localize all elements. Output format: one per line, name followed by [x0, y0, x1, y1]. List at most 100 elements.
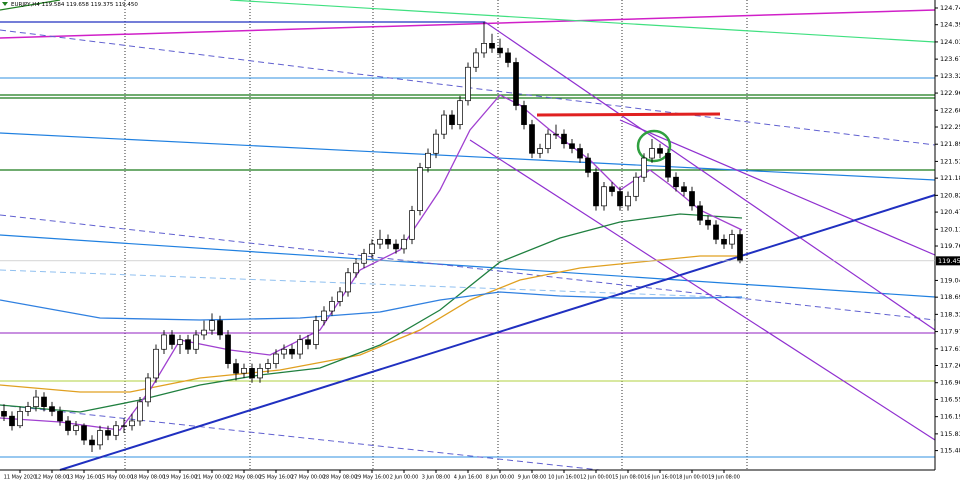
trend-line	[0, 214, 936, 321]
candle-body	[129, 420, 135, 427]
x-tick-label: 28 May 08:00	[323, 475, 357, 481]
x-tick-label: 25 May 16:00	[259, 475, 293, 481]
candle-body	[97, 430, 103, 446]
candle-body	[153, 348, 159, 379]
x-tick-label: 4 Jun 16:00	[454, 475, 483, 481]
candle-body	[393, 243, 399, 250]
y-tick-label: 119.040	[940, 276, 960, 284]
candle-body	[545, 133, 551, 149]
candle-body	[585, 157, 591, 173]
y-tick-label: 116.900	[940, 379, 960, 387]
x-tick-label: 22 May 08:00	[227, 475, 261, 481]
overlays	[0, 0, 936, 471]
x-tick-label: 15 Jun 08:00	[612, 475, 644, 481]
candle-body	[457, 100, 463, 125]
candle-body	[409, 210, 415, 240]
candle-body	[441, 114, 447, 135]
candle-body	[329, 301, 335, 312]
y-tick-label: 120.110	[940, 225, 960, 233]
y-tick-label: 120.820	[940, 191, 960, 199]
moving-average	[0, 291, 743, 321]
y-tick-label: 122.250	[940, 123, 960, 131]
highlight-circle	[636, 129, 672, 163]
x-tick-label: 3 Jun 08:00	[422, 475, 451, 481]
candle-body	[9, 415, 15, 427]
candle-body	[401, 238, 407, 250]
candle-body	[465, 66, 471, 102]
candle-body	[57, 411, 63, 422]
candle-body	[281, 348, 287, 355]
candle-body	[697, 205, 703, 221]
candle-body	[249, 368, 255, 379]
candle-body	[417, 167, 423, 211]
y-tick-label: 117.610	[940, 345, 960, 353]
candle-body	[225, 334, 231, 364]
candle-body	[233, 363, 239, 374]
candle-body	[25, 406, 31, 412]
candle-body	[641, 157, 647, 178]
candle-body	[681, 186, 687, 192]
candle-body	[385, 238, 391, 245]
trend-line	[0, 0, 61, 11]
trend-line	[0, 9, 936, 39]
x-tick-label: 12 May 08:00	[35, 475, 69, 481]
candle-body	[337, 291, 343, 302]
trend-line	[0, 234, 936, 298]
candle-body	[105, 430, 111, 436]
candle-body	[145, 377, 151, 403]
candle-body	[609, 186, 615, 192]
trend-line	[0, 132, 936, 181]
candle-body	[433, 133, 439, 154]
candle-body	[369, 243, 375, 255]
candle-body	[41, 396, 47, 407]
candle-body	[89, 439, 95, 446]
candle-body	[201, 329, 207, 336]
candle-body	[345, 272, 351, 293]
last-price-box	[936, 256, 960, 266]
moving-average	[0, 255, 742, 393]
y-tick-label: 123.670	[940, 55, 960, 63]
candle-body	[305, 339, 311, 345]
x-tick-label: 16 Jun 16:00	[644, 475, 676, 481]
candle-body	[601, 186, 607, 207]
y-tick-label: 117.260	[940, 362, 960, 370]
candle-body	[657, 148, 663, 154]
icon	[2, 2, 8, 6]
candle-body	[553, 133, 559, 136]
y-tick-label: 118.690	[940, 293, 960, 301]
x-tick-label: 2 Jun 00:00	[390, 475, 419, 481]
x-tick-label: 19 Jun 08:00	[708, 475, 740, 481]
x-tick-label: 21 May 00:00	[195, 475, 229, 481]
candle-body	[137, 401, 143, 422]
candle-body	[289, 348, 295, 355]
y-tick-label: 117.970	[940, 328, 960, 336]
x-tick-label: 15 May 00:00	[99, 475, 133, 481]
candle-body	[177, 339, 183, 345]
candle-body	[65, 420, 71, 431]
candle-body	[481, 43, 487, 54]
candle-body	[209, 320, 215, 331]
y-tick-label: 116.550	[940, 395, 960, 403]
candle-body	[449, 114, 455, 125]
candle-body	[33, 396, 39, 407]
candle-body	[193, 334, 199, 350]
candle-body	[49, 406, 55, 412]
candle-body	[673, 176, 679, 188]
candle-body	[217, 320, 223, 336]
candle-body	[297, 339, 303, 355]
candle-body	[737, 234, 743, 262]
x-tick-label: 29 May 16:00	[355, 475, 389, 481]
y-tick-label: 122.960	[940, 89, 960, 97]
candle-body	[649, 148, 655, 159]
candle-body	[689, 191, 695, 207]
y-tick-label: 121.890	[940, 140, 960, 148]
candle-body	[593, 172, 599, 207]
last-price-label: 119.450	[938, 257, 960, 265]
y-tick-label: 118.330	[940, 310, 960, 318]
candle-body	[361, 253, 367, 264]
x-tick-label: 11 May 2020	[4, 475, 37, 481]
support-line	[59, 194, 936, 471]
candle-body	[353, 262, 359, 274]
